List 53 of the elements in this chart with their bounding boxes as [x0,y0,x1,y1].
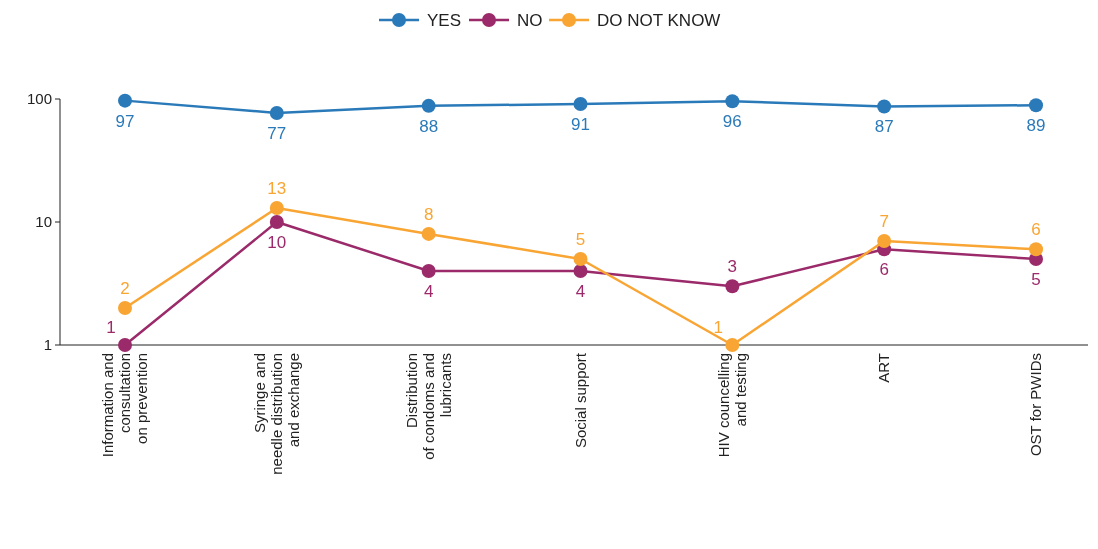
point [269,200,284,215]
data-label: 89 [1026,116,1046,136]
data-label: 8 [423,204,434,224]
point [421,98,436,113]
point [573,252,588,267]
point [1029,98,1043,113]
data-label: 13 [267,178,287,198]
legend-label: DO NOT KNOW [597,11,721,30]
data-label: 87 [874,117,894,137]
data-label: 7 [879,212,889,232]
point [877,234,892,249]
data-label: 88 [419,116,439,136]
x-tick-label: Distribution of condoms and lubricants [402,353,454,460]
data-label: 77 [267,123,287,143]
point [269,215,284,229]
data-label: 5 [1031,270,1041,290]
y-tick-label: 100 [26,90,52,107]
point [1029,242,1043,257]
x-tick-label: HIV councelling and testing [714,353,749,458]
data-label: 4 [575,281,586,301]
x-tick-label: Social support [571,352,589,449]
point [877,99,892,114]
point [118,300,132,315]
point [573,97,588,112]
data-label: 5 [575,230,586,250]
x-tick-label: ART [875,353,893,383]
point [573,263,588,278]
x-tick-label: OST for PWIDs [1027,353,1044,457]
data-label: 1 [713,318,724,337]
point [269,105,284,120]
data-label: 3 [727,257,738,277]
point [118,338,132,352]
point [118,93,132,108]
data-label: 10 [267,233,287,252]
data-label: 6 [879,260,889,280]
point [421,226,436,241]
data-label: 96 [722,112,742,132]
x-tick-label: Syringe and needle distribution and exchange [250,353,302,475]
data-label: 6 [1031,220,1041,240]
point [725,94,740,109]
data-label: 91 [571,115,590,135]
point [725,338,740,352]
y-tick-label: 10 [35,213,52,230]
point [725,279,740,294]
y-tick-label: 1 [43,336,52,353]
data-label: 1 [106,318,116,337]
legend-label: YES [427,11,462,30]
data-label: 97 [115,111,135,131]
legend-label: NO [517,11,543,30]
data-label: 2 [120,278,130,298]
data-label: 4 [423,281,434,301]
point [421,263,436,278]
x-tick-label: Information and consultation on prevention [99,353,150,458]
